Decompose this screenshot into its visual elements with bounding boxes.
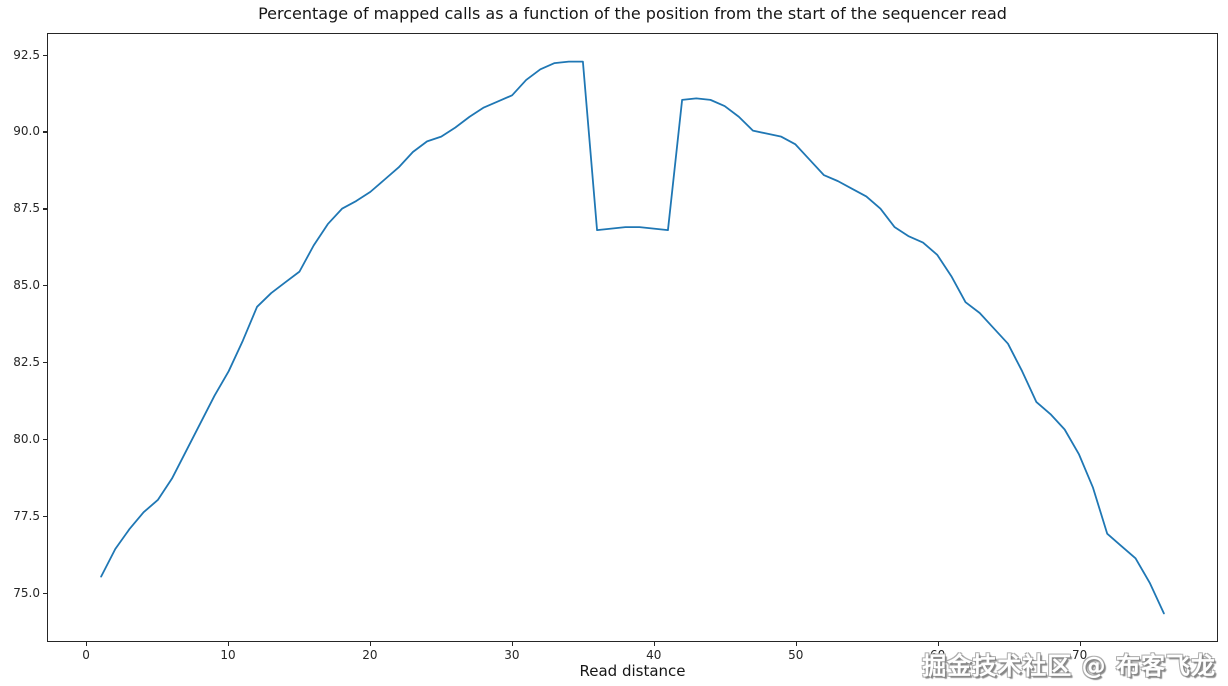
y-tick-mark: [43, 362, 47, 364]
y-tick-mark: [43, 285, 47, 287]
x-tick-label: 40: [646, 648, 662, 662]
x-tick-mark: [937, 642, 939, 646]
x-tick-mark: [653, 642, 655, 646]
plot-area: [47, 33, 1218, 642]
y-tick-mark: [43, 592, 47, 594]
y-tick-label: 75.0: [13, 585, 40, 600]
y-tick-label: 77.5: [13, 508, 40, 523]
x-tick-mark: [511, 642, 514, 646]
y-tick-label: 82.5: [13, 355, 40, 370]
y-tick-mark: [43, 515, 47, 518]
x-tick-mark: [1079, 642, 1081, 646]
x-tick-label: 50: [788, 648, 804, 662]
x-tick-label: 10: [220, 648, 236, 662]
y-tick-label: 80.0: [13, 432, 40, 446]
line-plot-canvas: [100, 60, 1165, 615]
x-tick-mark: [795, 642, 797, 646]
y-tick-mark: [43, 54, 47, 56]
x-tick-mark: [369, 642, 372, 646]
x-tick-label: 60: [930, 648, 946, 662]
y-tick-label: 92.5: [13, 47, 40, 62]
y-tick-label: 87.5: [13, 201, 40, 216]
watermark: 掘金技术社区 @ 布客飞龙: [922, 652, 1216, 680]
y-tick-mark: [43, 131, 47, 133]
data-line: [100, 60, 1165, 615]
x-axis-label: Read distance: [579, 662, 686, 680]
x-tick-mark: [227, 642, 230, 646]
y-tick-label: 85.0: [13, 278, 40, 293]
y-tick-label: 90.0: [13, 124, 40, 139]
y-tick-mark: [43, 208, 47, 210]
x-tick-mark: [86, 642, 88, 646]
x-tick-label: 0: [82, 648, 90, 662]
chart-title: Percentage of mapped calls as a function…: [258, 4, 1007, 23]
x-tick-label: 20: [362, 648, 378, 662]
y-tick-mark: [43, 439, 47, 441]
x-tick-label: 30: [504, 648, 520, 662]
x-tick-label: 70: [1071, 648, 1088, 662]
